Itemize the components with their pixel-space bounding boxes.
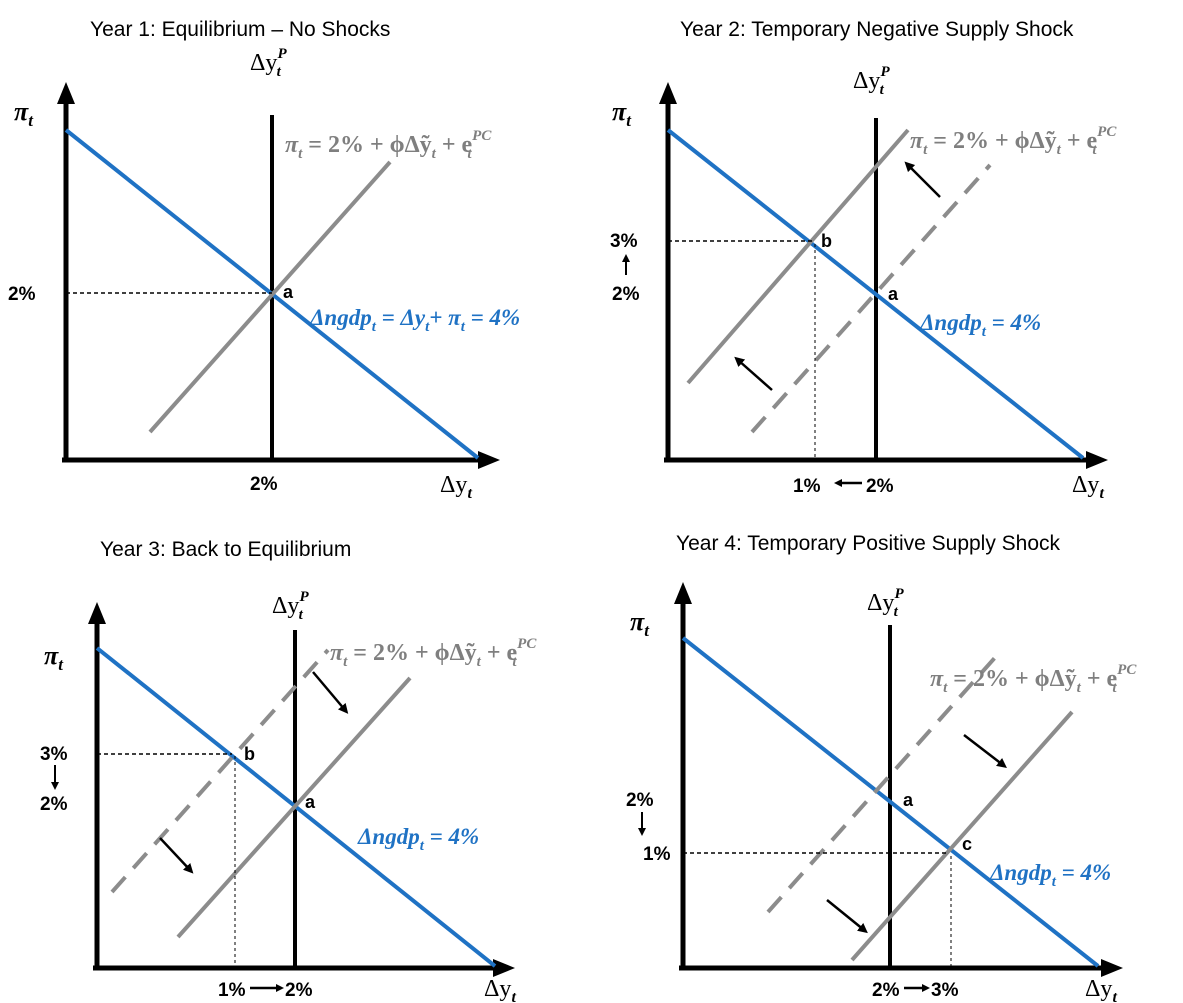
panel-title: Year 2: Temporary Negative Supply Shock bbox=[680, 18, 1074, 41]
phillips-curve-original bbox=[766, 650, 1002, 914]
phillips-curve-equation: πt = 2% + ϕΔỹt + ePC t bbox=[330, 636, 537, 670]
shift-arrow bbox=[312, 671, 349, 714]
x-axis-label: Δyt bbox=[1072, 472, 1104, 502]
y-axis-label: πt bbox=[630, 607, 650, 640]
phillips-curve-equation: πt = 2% + ϕΔỹt + ePC t bbox=[910, 124, 1117, 158]
y-tick-label: 2% bbox=[40, 794, 68, 815]
y-tick-label: 2% bbox=[612, 284, 640, 305]
panel-year-3: Year 3: Back to Equilibrium πt ΔyP t Δyt … bbox=[40, 538, 537, 1003]
y-tick-label: 2% bbox=[626, 790, 654, 811]
phillips-curve-shifted bbox=[686, 128, 910, 385]
y-axis-arrowhead bbox=[659, 82, 677, 104]
x-axis-arrowhead bbox=[1101, 959, 1123, 977]
ad-equation: Δngdpt = Δyt+ πt = 4% bbox=[309, 305, 520, 335]
point-label: a bbox=[283, 282, 294, 302]
panel-title: Year 1: Equilibrium – No Shocks bbox=[90, 18, 390, 41]
potential-label: ΔyP t bbox=[867, 586, 904, 620]
y-tick-label: 2% bbox=[8, 284, 36, 305]
phillips-curve-shifted bbox=[850, 710, 1074, 962]
ad-equation: Δngdpt = 4% bbox=[919, 310, 1041, 340]
panel-year-4: Year 4: Temporary Positive Supply Shock … bbox=[626, 532, 1137, 1003]
phillips-curve-previous bbox=[110, 648, 330, 894]
ad-line bbox=[666, 128, 1085, 460]
y-axis-arrowhead bbox=[57, 82, 75, 104]
x-axis-label: Δyt bbox=[1085, 976, 1117, 1003]
y-tick-label: 3% bbox=[40, 744, 68, 765]
x-tick-label: 2% bbox=[872, 980, 900, 1001]
x-tick-label: 2% bbox=[250, 474, 278, 495]
shift-arrow bbox=[904, 161, 941, 198]
panel-year-2: Year 2: Temporary Negative Supply Shock … bbox=[610, 18, 1117, 502]
point-label: b bbox=[244, 744, 255, 764]
x-tick-label: 3% bbox=[931, 980, 959, 1001]
point-label: a bbox=[888, 284, 899, 304]
y-tick-label: 3% bbox=[610, 231, 638, 252]
phillips-curve-line bbox=[176, 676, 412, 939]
x-axis-arrowhead bbox=[493, 959, 515, 977]
point-label: a bbox=[903, 790, 914, 810]
y-axis-label: πt bbox=[44, 641, 64, 674]
x-tick-label: 1% bbox=[793, 476, 821, 497]
ad-equation: Δngdpt = 4% bbox=[357, 824, 479, 854]
x-axis-label: Δyt bbox=[484, 976, 516, 1003]
phillips-curve-line bbox=[148, 160, 392, 434]
phillips-curve-equation: πt = 2% + ϕΔỹt + ePC t bbox=[285, 128, 492, 162]
x-tick-label: 1% bbox=[218, 980, 246, 1001]
x-tick-label: 2% bbox=[866, 476, 894, 497]
panel-title: Year 4: Temporary Positive Supply Shock bbox=[676, 532, 1061, 555]
x-axis-arrowhead bbox=[1086, 451, 1108, 469]
x-axis-label: Δyt bbox=[440, 472, 472, 502]
phillips-curve-equation: πt = 2% + ϕΔỹt + ePC t bbox=[930, 662, 1137, 696]
point-label: c bbox=[962, 834, 972, 854]
y-axis-arrowhead bbox=[88, 602, 106, 624]
potential-label: ΔyP t bbox=[272, 589, 309, 623]
shift-arrow bbox=[159, 837, 194, 874]
panel-year-1: Year 1: Equilibrium – No Shocks πt ΔyP t … bbox=[8, 18, 520, 502]
x-tick-label: 2% bbox=[285, 980, 313, 1001]
x-axis-arrowhead bbox=[478, 451, 500, 469]
phillips-curve-original bbox=[750, 163, 992, 434]
ad-equation: Δngdpt = 4% bbox=[989, 860, 1111, 890]
potential-label: ΔyP t bbox=[250, 46, 287, 80]
shift-arrow bbox=[963, 734, 1007, 769]
y-axis-arrowhead bbox=[674, 582, 692, 604]
potential-label: ΔyP t bbox=[853, 64, 890, 98]
ad-line bbox=[681, 636, 1100, 968]
point-label: b bbox=[821, 231, 832, 251]
y-tick-label: 1% bbox=[643, 844, 671, 865]
point-label: a bbox=[305, 792, 316, 812]
y-axis-label: πt bbox=[612, 97, 632, 130]
y-axis-label: πt bbox=[14, 97, 34, 130]
panel-title: Year 3: Back to Equilibrium bbox=[100, 538, 351, 561]
shift-arrow bbox=[734, 356, 773, 391]
shift-arrow bbox=[826, 899, 868, 934]
